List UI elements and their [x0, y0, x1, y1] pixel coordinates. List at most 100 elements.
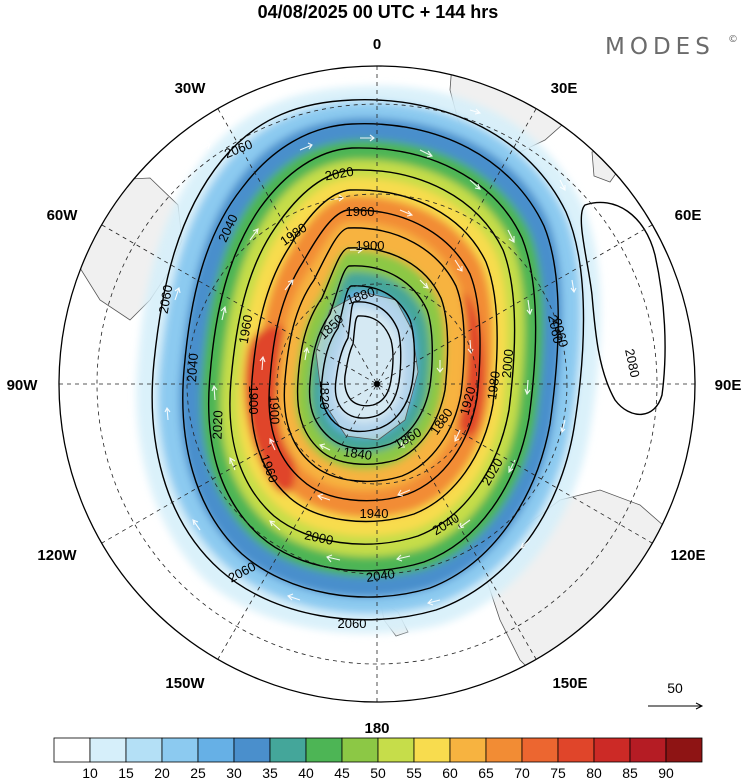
contour-1860: [334, 301, 402, 419]
colorbar-swatch: [557, 737, 595, 763]
map-border: [58, 65, 696, 703]
meridian-label-180: 180: [364, 720, 389, 737]
contour-label: 1920: [457, 385, 479, 417]
map-title: 04/08/2025 00 UTC + 144 hrs: [258, 2, 499, 22]
meridian-label-30e: 30E: [551, 80, 578, 97]
colorbar-swatch: [521, 737, 559, 763]
wind-arrow: [229, 457, 236, 471]
wind-arrow: [520, 539, 531, 549]
meridian-label-60e: 60E: [675, 207, 702, 224]
colorbar: 10 15 20 25 30 35 40 45 50 55 60 65 70 75 80 85 90: [53, 737, 703, 781]
contour-label: 2060: [338, 616, 367, 631]
contour-2000: [229, 169, 516, 545]
colorbar-swatch: [377, 737, 415, 763]
wind-arrow: [284, 279, 294, 291]
colorbar-tick-label: 40: [298, 765, 314, 781]
map-disk: [59, 66, 695, 702]
wind-arrow: [396, 554, 411, 562]
wind-arrow: [317, 493, 331, 501]
colorbar-tick-label: 20: [154, 765, 170, 781]
colorbar-swatch: [341, 737, 379, 763]
wind-arrow: [326, 554, 341, 563]
colorbar-tick-label: 90: [658, 765, 674, 781]
wind-arrow: [508, 459, 516, 474]
wind-arrow: [458, 519, 471, 529]
contour-label: 2060: [549, 317, 571, 349]
contour-label: 1840: [342, 444, 373, 463]
meridian-label-150e: 150E: [552, 675, 587, 692]
colorbar-tick-label: 85: [622, 765, 638, 781]
contour-2080: [580, 201, 666, 416]
wind-arrow: [199, 142, 211, 151]
meridian-label-120e: 120E: [670, 547, 705, 564]
colorbar-swatch: [233, 737, 271, 763]
contour-label: 1820: [317, 381, 332, 410]
wind-arrow: [400, 439, 411, 448]
wind-arrow: [560, 419, 566, 434]
contour-1940: [283, 227, 465, 482]
wind-arrow: [559, 179, 566, 191]
south-pole-marker: [374, 381, 380, 387]
wind-arrow: [570, 279, 577, 294]
contour-label: 2020: [210, 410, 226, 439]
wind-arrow: [419, 149, 433, 158]
wind-arrow: [259, 355, 266, 371]
meridian-label-90w: 90W: [7, 377, 39, 394]
wind-arrow: [164, 406, 171, 421]
wind-arrow: [419, 279, 429, 289]
colorbar-tick-label: 70: [514, 765, 530, 781]
meridian-label-120w: 120W: [37, 547, 77, 564]
colorbar-swatch: [413, 737, 451, 763]
contour-label: 1940: [360, 506, 389, 521]
contour-label: 2040: [365, 566, 396, 585]
wind-arrow: [454, 429, 461, 442]
contour-label: 2000: [499, 349, 516, 379]
wind-arrow: [249, 228, 259, 241]
reference-vector-label: 50: [667, 680, 683, 696]
contour-label: 1900: [266, 395, 282, 424]
wind-arrow: [397, 489, 411, 497]
wind-arrow: [299, 142, 313, 151]
colorbar-tick-label: 35: [262, 765, 278, 781]
contour-label: 1960: [346, 204, 375, 219]
wind-arrow: [399, 209, 414, 217]
wind-arrow: [211, 384, 218, 401]
contour-1840: [344, 315, 394, 407]
wind-arrow: [287, 593, 301, 601]
colorbar-tick-label: 65: [478, 765, 494, 781]
colorbar-tick-label: 10: [82, 765, 98, 781]
colorbar-tick-label: 45: [334, 765, 350, 781]
colorbar-swatch: [53, 737, 91, 763]
contour-1880: [320, 285, 416, 433]
meridian-label-30w: 30W: [175, 80, 207, 97]
wind-arrow: [507, 229, 515, 243]
contour-label: 2040: [184, 353, 201, 383]
contour-1920: [296, 247, 449, 465]
colorbar-tick-label: 80: [586, 765, 602, 781]
meridian-label-150w: 150W: [165, 675, 205, 692]
wind-arrow: [454, 259, 463, 272]
contour-1980: [250, 189, 498, 523]
colorbar-swatch: [125, 737, 163, 763]
wind-arrow: [360, 134, 375, 142]
meridian-labels: 0 30E 60E 90E 120E 150E 180 150W 120W 90…: [7, 36, 742, 737]
contour-label: 1900: [246, 386, 261, 415]
contour-label: 1900: [356, 238, 385, 253]
colorbar-tick-label: 55: [406, 765, 422, 781]
colorbar-swatch: [197, 737, 235, 763]
meridian-label-60w: 60W: [47, 207, 79, 224]
wind-arrow: [467, 339, 474, 355]
wind-arrow: [524, 379, 531, 396]
wind-arrow: [192, 519, 201, 531]
contour-label: 2020: [324, 164, 355, 184]
colorbar-swatch: [161, 737, 199, 763]
colorbar-swatch: [305, 737, 343, 763]
brand-copyright-mark: ©: [728, 34, 738, 45]
wind-vectors: [164, 108, 577, 606]
contour-label: 1980: [484, 370, 503, 401]
wind-arrow: [526, 299, 533, 316]
contour-2020: [207, 147, 537, 572]
contour-2060: [151, 99, 585, 621]
colorbar-swatch: [449, 737, 487, 763]
